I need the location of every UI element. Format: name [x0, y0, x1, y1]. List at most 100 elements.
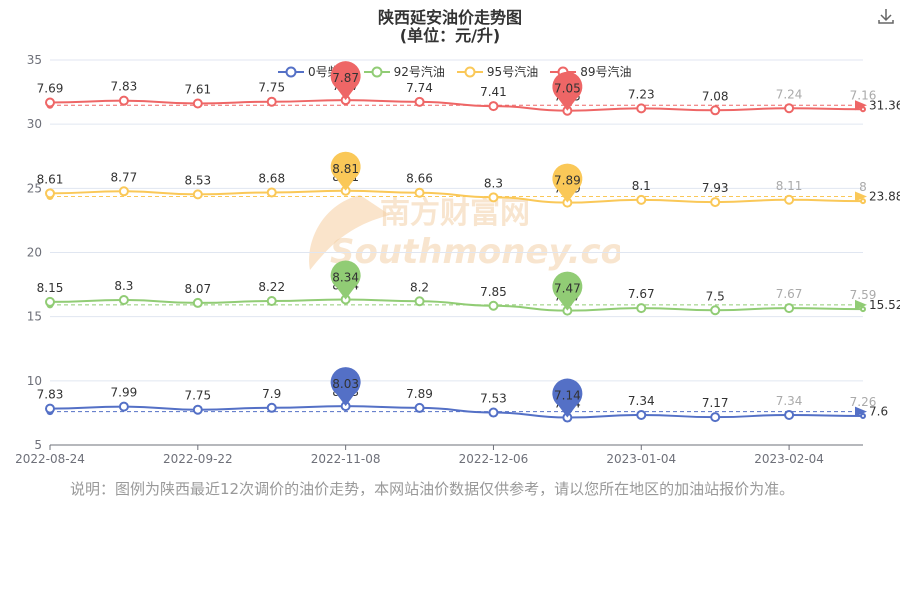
average-line-start — [46, 192, 54, 200]
data-point — [266, 296, 277, 307]
data-label: 7.89 — [406, 387, 433, 401]
data-point — [860, 306, 866, 313]
legend-label: 89号汽油 — [580, 65, 632, 79]
data-label: 8.11 — [776, 179, 803, 193]
legend: 0号柴油 92号汽油 95号汽油 89号汽油 — [278, 63, 631, 80]
legend-item[interactable]: 89号汽油 — [550, 63, 631, 80]
data-point — [710, 305, 721, 316]
data-point — [784, 409, 795, 420]
data-point — [784, 194, 795, 205]
data-point — [636, 409, 647, 420]
legend-label: 92号汽油 — [393, 65, 445, 79]
average-label: 7.6 — [869, 405, 888, 419]
data-label: 7.05 — [554, 90, 581, 104]
data-label: 7.99 — [111, 386, 138, 400]
data-point — [710, 197, 721, 208]
data-label: 7.75 — [258, 81, 285, 95]
series-line — [49, 405, 864, 419]
data-label: 7.26 — [850, 395, 877, 409]
data-label: 8.15 — [37, 281, 64, 295]
data-point — [266, 96, 277, 107]
data-point — [118, 186, 129, 197]
data-label: 7.5 — [706, 289, 725, 303]
marker-pin-label: 8.81 — [332, 162, 359, 176]
data-label: 7.83 — [37, 388, 64, 402]
data-point — [860, 106, 866, 113]
y-tick-label: 25 — [27, 181, 42, 195]
data-label: 7.9 — [262, 387, 281, 401]
data-point — [784, 303, 795, 314]
data-point — [860, 412, 866, 419]
watermark-en: Southmoney.com — [330, 232, 620, 272]
data-label: 7.87 — [332, 79, 359, 93]
legend-symbol — [363, 66, 390, 77]
data-label: 8.07 — [184, 282, 211, 296]
legend-item[interactable]: 92号汽油 — [363, 63, 445, 80]
data-label: 7.61 — [184, 83, 211, 97]
y-tick-label: 35 — [27, 53, 42, 67]
data-label: 7.74 — [406, 81, 433, 95]
legend-symbol — [278, 66, 304, 77]
data-point — [45, 97, 55, 108]
series-line — [49, 99, 864, 112]
average-line-start — [46, 101, 54, 109]
legend-item[interactable]: 0号柴油 — [278, 63, 352, 80]
data-label: 7.47 — [554, 290, 581, 304]
data-point — [414, 96, 425, 107]
x-tick-label: 2022-09-22 — [163, 452, 233, 466]
data-label: 7.67 — [776, 287, 803, 301]
data-label: 7.75 — [184, 389, 211, 403]
data-point — [488, 101, 499, 112]
marker-pin — [552, 271, 583, 311]
data-label: 8.66 — [406, 172, 433, 186]
marker-pin — [552, 378, 583, 418]
data-point — [118, 294, 129, 305]
data-point — [636, 194, 647, 205]
data-point — [118, 95, 129, 106]
data-point — [45, 403, 55, 414]
x-tick-label: 2023-02-04 — [754, 452, 824, 466]
x-tick-label: 2022-12-06 — [459, 452, 529, 466]
data-point — [636, 303, 647, 314]
data-label: 8.22 — [258, 280, 285, 294]
download-icon[interactable] — [876, 6, 896, 26]
data-label: 7.14 — [554, 397, 581, 411]
footnote: 说明：图例为陕西最近12次调价的油价走势，本网站油价数据仅供参考，请以您所在地区… — [70, 480, 795, 498]
data-label: 8.77 — [111, 170, 138, 184]
data-label: 7.34 — [776, 394, 803, 408]
data-point — [562, 305, 573, 316]
data-point — [340, 401, 351, 412]
x-tick-label: 2023-01-04 — [606, 452, 676, 466]
data-label: 7.83 — [111, 80, 138, 94]
y-tick-label: 30 — [27, 117, 42, 131]
legend-label: 0号柴油 — [308, 65, 352, 79]
data-label: 7.41 — [480, 85, 507, 99]
data-label: 7.17 — [702, 396, 729, 410]
data-point — [266, 402, 277, 413]
marker-pin — [330, 367, 361, 407]
average-line-arrow — [855, 406, 867, 417]
chart-title: 陕西延安油价走势图 — [377, 8, 522, 27]
data-label: 8.81 — [332, 170, 359, 184]
data-label: 7.93 — [702, 181, 729, 195]
data-label: 7.67 — [628, 287, 655, 301]
legend-item[interactable]: 95号汽油 — [456, 63, 538, 80]
data-point — [192, 404, 203, 415]
data-point — [192, 297, 203, 308]
data-label: 7.85 — [480, 285, 507, 299]
average-line-arrow — [855, 299, 867, 310]
average-line-start — [46, 408, 54, 416]
y-tick-label: 5 — [34, 438, 42, 452]
data-label: 7.69 — [37, 81, 64, 95]
data-label: 8 — [859, 180, 867, 194]
data-label: 7.53 — [480, 392, 507, 406]
data-point — [192, 98, 203, 109]
data-point — [266, 187, 277, 198]
average-label: 31.36 — [869, 98, 900, 112]
data-point — [45, 296, 55, 307]
data-label: 7.08 — [702, 89, 729, 103]
y-tick-label: 20 — [27, 246, 42, 260]
data-label: 8.34 — [332, 278, 359, 292]
